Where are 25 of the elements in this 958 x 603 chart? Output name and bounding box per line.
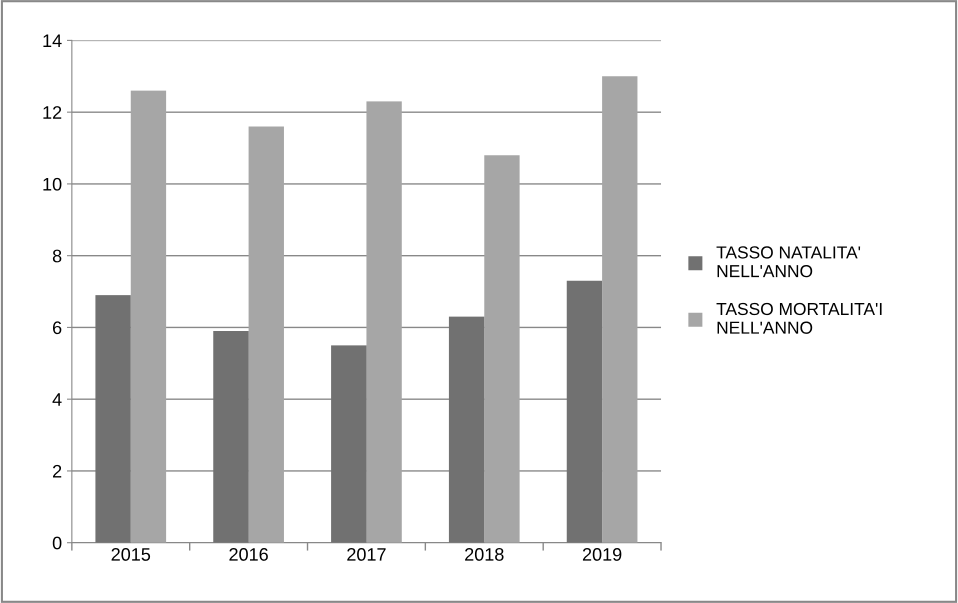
bar	[130, 90, 166, 543]
legend-label: TASSO NATALITA' NELL'ANNO	[716, 246, 860, 278]
y-tick-label: 14	[43, 34, 62, 47]
bar	[448, 316, 484, 543]
legend-label: TASSO MORTALITA'I NELL'ANNO	[716, 302, 882, 334]
y-tick-label: 0	[52, 536, 62, 550]
bar	[484, 155, 520, 543]
x-tick-label: 2017	[347, 548, 386, 561]
y-tick-label: 8	[52, 250, 62, 262]
y-tick-label: 6	[53, 321, 62, 334]
y-tick-label: 2	[52, 464, 62, 478]
bar	[602, 76, 638, 543]
bar	[95, 295, 131, 543]
y-tick-label: 4	[52, 393, 62, 406]
x-tick-label: 2018	[465, 548, 504, 561]
bar	[213, 331, 249, 543]
x-tick-label: 2019	[582, 548, 622, 561]
x-tick-label: 2016	[229, 548, 268, 561]
x-tick-label: 2015	[112, 548, 150, 561]
bar	[366, 101, 402, 543]
y-tick-label: 10	[43, 178, 62, 191]
bar	[248, 126, 284, 543]
y-tick-label: 12	[43, 106, 62, 119]
bar	[566, 280, 602, 543]
bar	[331, 345, 366, 543]
